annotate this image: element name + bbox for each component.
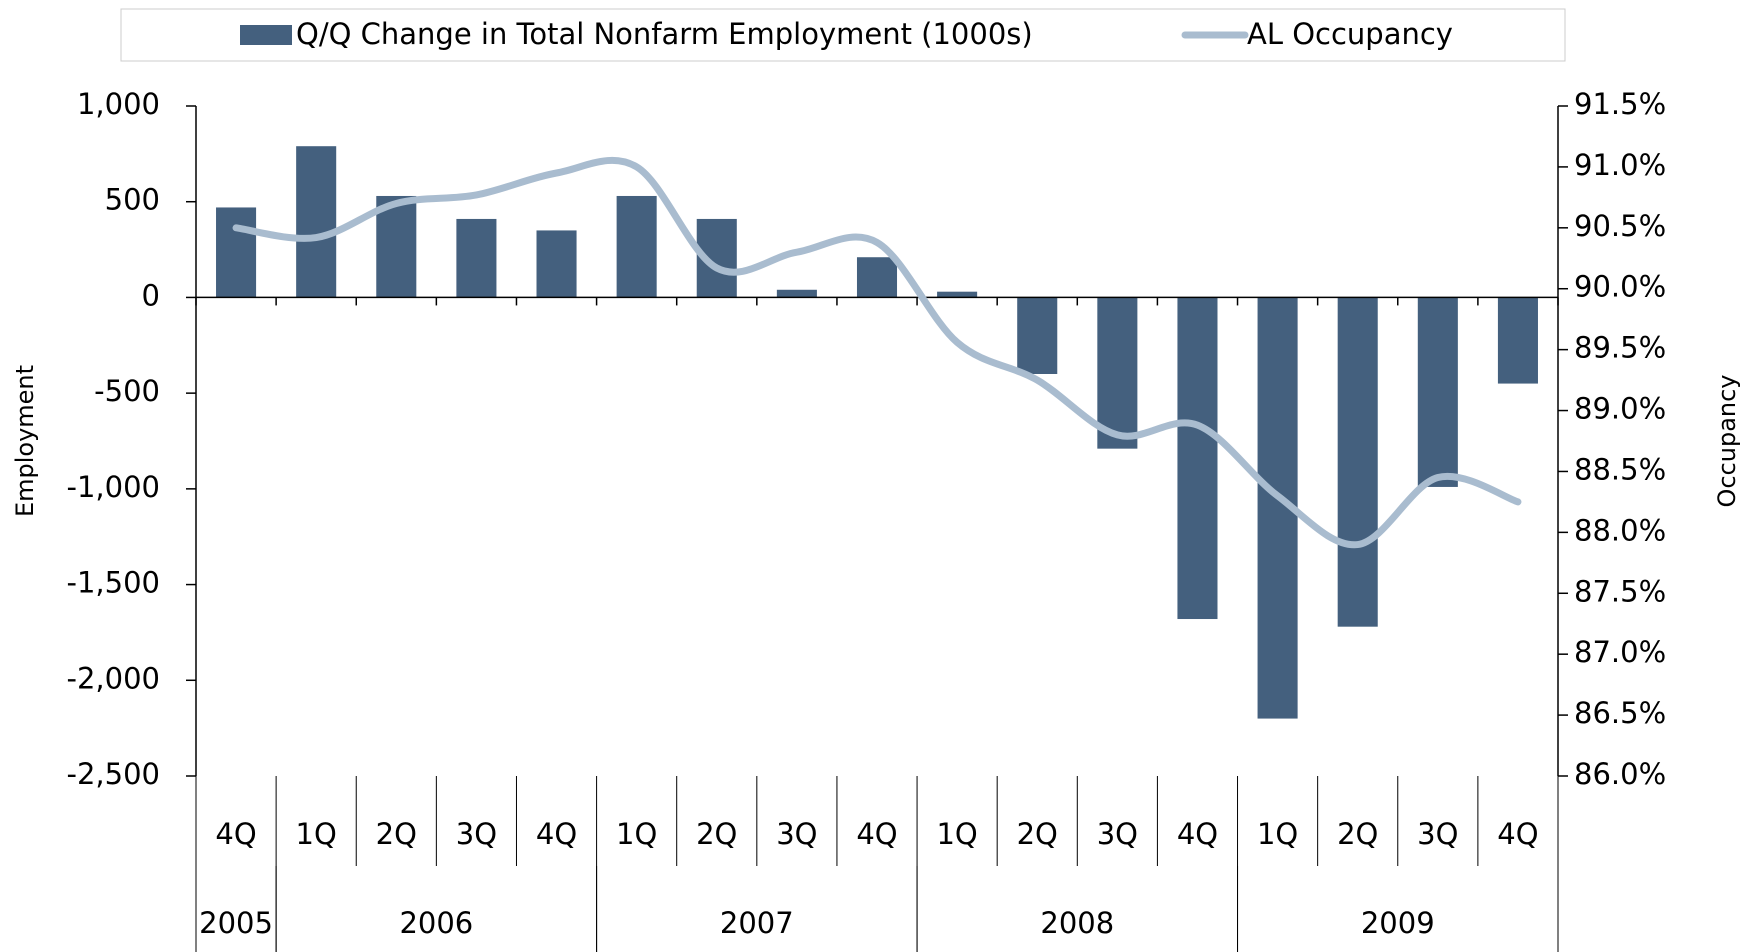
y-axis-title: Employment <box>11 365 39 517</box>
bar <box>1097 297 1138 449</box>
legend-box <box>120 8 1566 62</box>
bar <box>216 207 257 298</box>
bar <box>1337 297 1378 627</box>
year-label: 2007 <box>720 906 794 940</box>
y2-tick-label: 88.5% <box>1574 452 1666 486</box>
x-tick-label: 1Q <box>296 817 337 851</box>
y2-tick-label: 91.5% <box>1574 87 1666 121</box>
y-tick-label: -1,000 <box>67 470 161 504</box>
legend-swatch <box>240 25 292 45</box>
y2-tick-label: 89.5% <box>1574 331 1666 365</box>
bar <box>1497 297 1538 384</box>
x-tick-label: 4Q <box>536 817 577 851</box>
year-label: 2005 <box>199 906 273 940</box>
x-tick-label: 2Q <box>696 817 737 851</box>
bar <box>456 218 497 298</box>
x-tick-label: 2Q <box>1017 817 1058 851</box>
x-tick-label: 3Q <box>456 817 497 851</box>
bar <box>1417 297 1458 487</box>
x-tick-label: 1Q <box>616 817 657 851</box>
x-tick-label: 4Q <box>1177 817 1218 851</box>
y-tick-label: -1,500 <box>67 566 161 600</box>
bar <box>376 195 417 298</box>
x-tick-label: 2Q <box>376 817 417 851</box>
x-tick-label: 4Q <box>1497 817 1538 851</box>
y2-tick-label: 90.5% <box>1574 209 1666 243</box>
legend-label: AL Occupancy <box>1247 17 1453 51</box>
x-tick-label: 3Q <box>1097 817 1138 851</box>
year-label: 2006 <box>399 906 473 940</box>
bar <box>776 289 817 298</box>
y-tick-label: 1,000 <box>77 87 160 121</box>
y2-tick-label: 91.0% <box>1574 148 1666 182</box>
y2-tick-label: 87.0% <box>1574 635 1666 669</box>
y2-tick-label: 90.0% <box>1574 270 1666 304</box>
x-tick-label: 1Q <box>1257 817 1298 851</box>
y2-tick-label: 86.5% <box>1574 696 1666 730</box>
bar <box>536 230 577 298</box>
x-tick-label: 4Q <box>215 817 256 851</box>
legend-label: Q/Q Change in Total Nonfarm Employment (… <box>296 17 1033 51</box>
x-tick-label: 4Q <box>856 817 897 851</box>
y-tick-label: 0 <box>142 278 160 312</box>
line <box>232 156 1522 549</box>
y2-tick-label: 89.0% <box>1574 392 1666 426</box>
y2-axis-title: Occupancy <box>1713 374 1741 507</box>
year-label: 2008 <box>1040 906 1114 940</box>
x-tick-label: 3Q <box>776 817 817 851</box>
x-tick-label: 2Q <box>1337 817 1378 851</box>
bar <box>296 146 337 298</box>
bar <box>1177 297 1218 620</box>
bar <box>616 195 657 298</box>
x-tick-label: 3Q <box>1417 817 1458 851</box>
bar <box>856 257 898 298</box>
y-tick-label: -500 <box>94 374 160 408</box>
x-tick-label: 1Q <box>936 817 977 851</box>
y-tick-label: -2,000 <box>67 661 161 695</box>
y2-tick-label: 87.5% <box>1574 574 1666 608</box>
y-tick-label: -2,500 <box>67 757 161 791</box>
bar <box>937 291 978 298</box>
y2-tick-label: 86.0% <box>1574 757 1666 791</box>
bar <box>1017 297 1058 374</box>
year-label: 2009 <box>1361 906 1435 940</box>
y-tick-label: 500 <box>105 183 160 217</box>
y2-tick-label: 88.0% <box>1574 513 1666 547</box>
